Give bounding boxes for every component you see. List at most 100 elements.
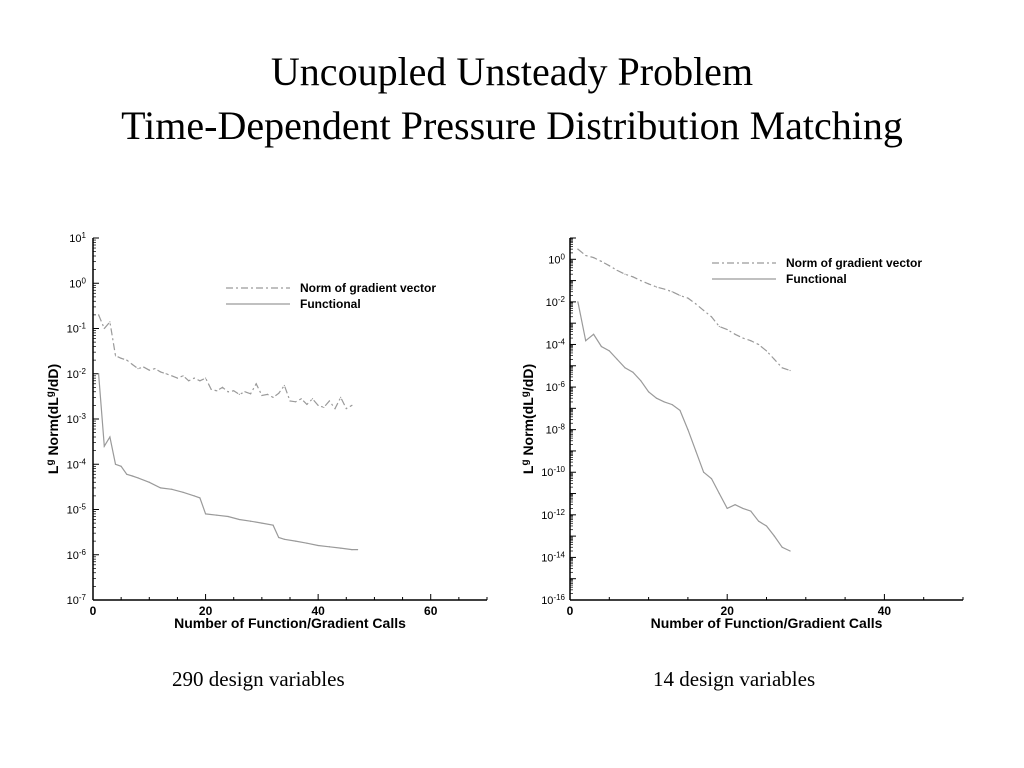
data-point (199, 380, 201, 382)
data-point (710, 478, 713, 480)
y-axis-label-part: /dD) (45, 364, 61, 391)
data-point (283, 538, 285, 540)
data-point (278, 536, 280, 539)
data-point (199, 497, 201, 499)
data-point (306, 403, 308, 406)
data-point (159, 487, 162, 489)
y-tick-label: 10-3 (67, 412, 87, 427)
y-axis-label-part: L (520, 465, 536, 474)
data-point (283, 384, 285, 387)
data-point (317, 544, 319, 547)
data-point (773, 535, 775, 537)
data-point (131, 475, 133, 477)
x-tick-label: 0 (90, 604, 97, 618)
y-tick-label: 101 (69, 231, 86, 246)
y-tick-base: 10 (541, 510, 553, 522)
y-tick-exponent: 0 (82, 276, 87, 285)
data-point (351, 404, 353, 406)
y-tick-label: 10-6 (67, 547, 87, 562)
y-tick-exponent: -5 (79, 502, 87, 511)
data-point (176, 377, 179, 379)
data-point (687, 297, 689, 299)
y-tick-base: 10 (546, 425, 558, 437)
y-tick-exponent: 0 (561, 252, 566, 261)
data-point (671, 291, 673, 293)
y-tick-exponent: -16 (553, 593, 565, 602)
data-point (742, 337, 744, 339)
data-point (109, 321, 111, 323)
data-point (600, 260, 603, 262)
data-point (295, 540, 297, 542)
data-point (233, 390, 235, 392)
y-tick-base: 10 (546, 339, 558, 351)
y-tick-base: 10 (548, 254, 560, 266)
data-point (159, 371, 162, 373)
y-tick-base: 10 (67, 324, 79, 336)
y-tick-base: 10 (69, 278, 81, 290)
y-tick-label: 10-2 (546, 294, 566, 309)
y-tick-exponent: 1 (82, 231, 87, 240)
y-tick-base: 10 (67, 595, 79, 607)
data-point (238, 393, 240, 395)
y-tick-exponent: -8 (558, 422, 566, 431)
y-tick-base: 10 (67, 505, 79, 517)
data-point (120, 357, 122, 359)
y-axis-label: Lg Norm(dLg/dD) (520, 364, 537, 474)
y-tick-label: 10-5 (67, 502, 87, 517)
data-point (773, 358, 775, 360)
y-axis-label: Lg Norm(dLg/dD) (45, 364, 62, 474)
y-tick-exponent: -6 (558, 380, 566, 389)
data-point (608, 265, 610, 267)
legend-entry: Functional (300, 297, 361, 311)
data-point (193, 495, 195, 497)
data-point (592, 333, 595, 335)
data-point (663, 401, 665, 403)
data-point (261, 394, 263, 397)
data-point (718, 492, 720, 495)
data-point (695, 303, 697, 305)
data-point (98, 314, 100, 316)
y-tick-label: 10-1 (67, 321, 87, 336)
data-point (345, 407, 347, 410)
x-tick-label: 60 (424, 604, 438, 618)
legend-entry: Norm of gradient vector (300, 281, 436, 295)
y-tick-label: 10-7 (67, 593, 87, 608)
data-point (306, 542, 308, 544)
y-axis-label-superscript: g (520, 391, 531, 397)
x-tick-label: 40 (311, 604, 325, 618)
data-point (120, 465, 122, 467)
data-point (655, 397, 658, 399)
data-point (758, 520, 760, 522)
y-axis-label-part: /dD) (520, 364, 536, 391)
data-point (789, 550, 791, 552)
y-axis-label-superscript: g (520, 459, 531, 465)
data-point (311, 398, 314, 400)
data-point (695, 450, 697, 452)
data-point (592, 257, 595, 259)
y-tick-base: 10 (67, 369, 79, 381)
y-tick-label: 100 (548, 252, 565, 267)
data-point (204, 377, 207, 379)
y-axis-label-part: Norm(dL (520, 397, 536, 460)
caption-290-design-variables: 290 design variables (172, 667, 345, 691)
data-point (742, 507, 744, 510)
y-tick-label: 100 (69, 276, 86, 291)
y-tick-label: 10-14 (541, 550, 565, 565)
data-point (109, 436, 111, 438)
data-point (640, 380, 642, 382)
x-axis-label: Number of Function/Gradient Calls (651, 615, 883, 631)
data-point (577, 301, 579, 303)
data-point (238, 518, 240, 521)
data-point (640, 279, 642, 282)
data-point (289, 400, 291, 402)
data-point (131, 363, 133, 366)
legend-entry: Norm of gradient vector (786, 256, 922, 270)
data-point (323, 406, 325, 409)
data-point (624, 367, 626, 369)
legend-entry: Functional (786, 272, 847, 286)
data-point (295, 401, 297, 403)
data-point (188, 380, 190, 382)
x-tick-label: 0 (567, 604, 574, 618)
data-point (227, 391, 229, 393)
data-point (734, 504, 736, 506)
